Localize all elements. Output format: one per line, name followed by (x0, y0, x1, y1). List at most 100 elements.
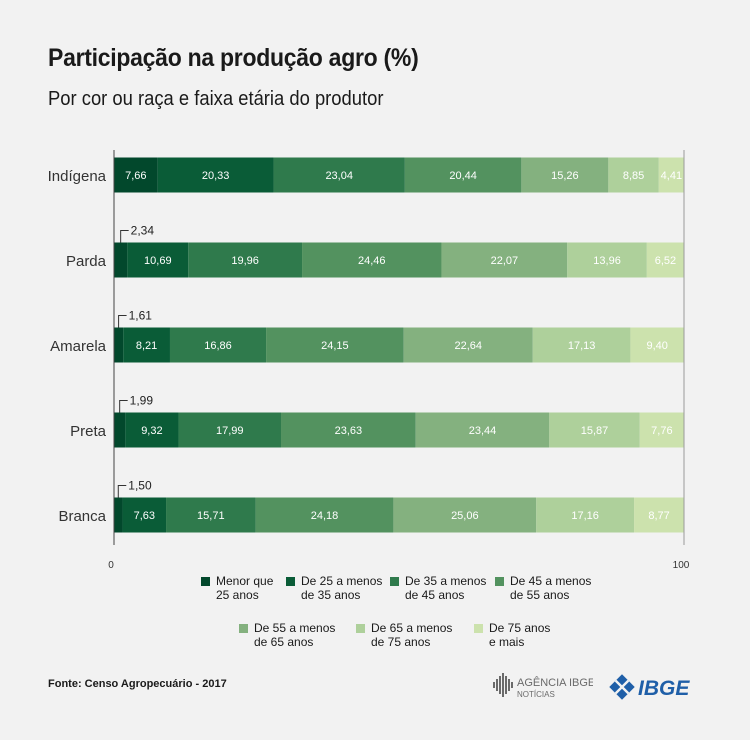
bar-segment (166, 497, 256, 533)
bar-segment (281, 412, 416, 448)
x-tick-label: 100 (673, 560, 690, 571)
data-label: 25,06 (451, 510, 479, 522)
bar-segment (169, 327, 267, 363)
data-label: 1,50 (128, 479, 152, 493)
bar-segment (658, 157, 684, 193)
bar-segment (521, 157, 609, 193)
legend-swatch (390, 577, 399, 586)
legend-label: Menor que 25 anos (216, 574, 274, 602)
data-label: 24,46 (358, 255, 386, 267)
legend-swatch (474, 624, 483, 633)
data-label: 7,66 (125, 170, 146, 182)
data-label: 8,77 (648, 510, 669, 522)
legend-label: De 55 a menos de 65 anos (254, 621, 336, 649)
data-label: 2,34 (131, 224, 155, 238)
callout-line (120, 230, 129, 243)
bar-segment (403, 327, 533, 363)
legend-label: De 45 a menos de 55 anos (510, 574, 592, 602)
data-label: 15,87 (581, 425, 609, 437)
legend-swatch (286, 577, 295, 586)
legend-label: De 35 a menos de 45 anos (405, 574, 487, 602)
bar-segment (123, 327, 170, 363)
bar-segment (404, 157, 522, 193)
bar-segment (114, 412, 126, 448)
bar-segment (567, 242, 647, 278)
data-label: 16,86 (204, 340, 232, 352)
agencia-ibge-logo: AGÊNCIA IBGE NOTÍCIAS (493, 673, 593, 699)
data-label: 6,52 (655, 255, 676, 267)
bar-segment (114, 327, 124, 363)
bar-segment (114, 242, 128, 278)
category-label: Preta (70, 423, 107, 440)
data-label: 9,40 (646, 340, 667, 352)
data-label: 17,99 (216, 425, 244, 437)
bar-segment (393, 497, 537, 533)
bar-segment (178, 412, 282, 448)
category-label: Amarela (50, 338, 107, 355)
bar-segment (157, 157, 274, 193)
bar-segment (302, 242, 442, 278)
bar-segment (549, 412, 640, 448)
callout-line (117, 485, 127, 498)
callout-line (119, 400, 128, 413)
bar-segment (441, 242, 568, 278)
agencia-logo-line2: NOTÍCIAS (517, 690, 555, 699)
data-label: 17,13 (568, 340, 596, 352)
data-label: 24,18 (311, 510, 339, 522)
data-label: 17,16 (571, 510, 599, 522)
bar-segment (114, 157, 158, 193)
data-label: 1,61 (129, 309, 153, 323)
data-label: 19,96 (231, 255, 259, 267)
data-label: 7,76 (651, 425, 672, 437)
bar-segment (273, 157, 405, 193)
stacked-bar-chart: Indígena 7,66 20,33 23,04 20,44 15,26 8,85 4,41… (48, 150, 690, 571)
data-label: 1,99 (130, 394, 154, 408)
category-label: Parda (66, 253, 107, 270)
chart-title: Participação na produção agro (%) (48, 44, 419, 72)
data-label: 22,07 (491, 255, 519, 267)
data-label: 4,41 (661, 170, 682, 182)
chart-subtitle: Por cor ou raça e faixa etária do produt… (48, 88, 384, 110)
bar-segment (114, 497, 123, 533)
legend-label: De 25 a menos de 35 anos (301, 574, 383, 602)
data-label: 8,21 (136, 340, 157, 352)
data-label: 10,69 (144, 255, 172, 267)
bar-segment (646, 242, 684, 278)
bar-segment (125, 412, 179, 448)
bar-segment (639, 412, 684, 448)
agencia-logo-line1: AGÊNCIA IBGE (517, 676, 593, 689)
legend-label: De 75 anos e mais (489, 621, 551, 649)
bar-segment (266, 327, 404, 363)
bar-segment (415, 412, 550, 448)
bar-segment (532, 327, 631, 363)
data-label: 8,85 (623, 170, 644, 182)
category-label: Branca (58, 508, 106, 525)
bar-segment (188, 242, 303, 278)
data-label: 23,63 (335, 425, 363, 437)
source-note: Fonte: Censo Agropecuário - 2017 (48, 678, 227, 690)
ibge-logo: IBGE (609, 674, 690, 700)
data-label: 22,64 (454, 340, 482, 352)
data-label: 15,26 (551, 170, 579, 182)
data-label: 15,71 (197, 510, 225, 522)
bar-segment (255, 497, 394, 533)
data-label: 13,96 (593, 255, 621, 267)
data-label: 7,63 (134, 510, 155, 522)
x-tick-label: 0 (108, 560, 114, 571)
data-label: 24,15 (321, 340, 349, 352)
legend-label: De 65 a menos de 75 anos (371, 621, 453, 649)
data-label: 9,32 (141, 425, 162, 437)
bar-segment (634, 497, 685, 533)
legend-swatch (356, 624, 365, 633)
bar-segment (536, 497, 635, 533)
data-label: 23,04 (325, 170, 353, 182)
bar-segment (608, 157, 659, 193)
data-label: 20,44 (449, 170, 477, 182)
bar-segment (122, 497, 167, 533)
legend-swatch (495, 577, 504, 586)
callout-line (118, 315, 127, 328)
category-label: Indígena (48, 168, 107, 185)
legend-swatch (239, 624, 248, 633)
legend-swatch (201, 577, 210, 586)
bar-segment (630, 327, 684, 363)
